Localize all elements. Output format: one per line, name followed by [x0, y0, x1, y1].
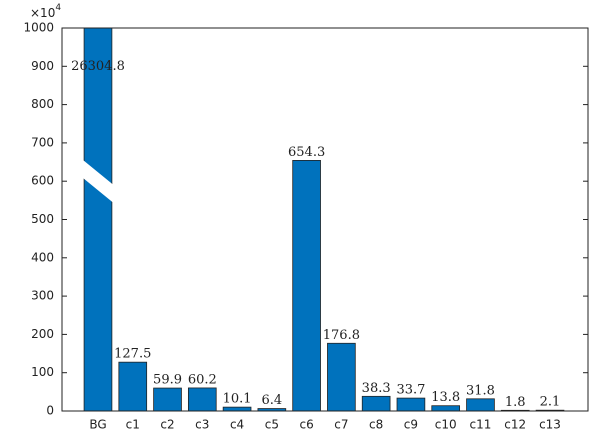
- y-tick-label: 500: [31, 212, 54, 226]
- x-tick-label: c6: [299, 418, 313, 432]
- y-tick-label: 900: [31, 59, 54, 73]
- x-tick-label: c2: [160, 418, 174, 432]
- y-tick-label: 700: [31, 135, 54, 149]
- value-label: 2.1: [540, 395, 561, 410]
- bar: [187, 387, 217, 411]
- y-tick-label: 400: [31, 250, 54, 264]
- y-tick-label: 300: [31, 289, 54, 303]
- y-tick-label: 100: [31, 365, 54, 379]
- value-label: 10.1: [223, 392, 252, 407]
- x-tick-label: c5: [265, 418, 279, 432]
- x-tick-label: c8: [369, 418, 383, 432]
- x-tick-label: BG: [89, 418, 106, 432]
- y-scale-exponent: 4: [55, 3, 61, 13]
- y-scale-base: ×104: [30, 3, 61, 20]
- bar: [153, 387, 182, 411]
- bar: [466, 398, 495, 411]
- value-label: 176.8: [323, 328, 360, 343]
- value-label: 13.8: [431, 390, 460, 405]
- x-tick-label: c1: [126, 418, 140, 432]
- y-tick-label: 200: [31, 327, 54, 341]
- bar: [292, 160, 321, 411]
- value-label: 60.2: [188, 372, 217, 387]
- x-tick-label: c4: [230, 418, 244, 432]
- y-tick-label: 1000: [23, 21, 54, 35]
- x-tick-label: c9: [404, 418, 418, 432]
- value-label: 38.3: [362, 381, 391, 396]
- y-tick-label: 800: [31, 97, 54, 111]
- value-label: 59.9: [153, 373, 182, 388]
- plot-area: [62, 28, 588, 411]
- value-label: 6.4: [261, 393, 282, 408]
- x-tick-label: c12: [504, 418, 526, 432]
- value-label: 31.8: [466, 383, 495, 398]
- value-label: 127.5: [114, 347, 151, 362]
- bar: [222, 406, 252, 411]
- x-tick-label: c10: [435, 418, 457, 432]
- value-label: 654.3: [288, 145, 325, 160]
- x-tick-label: c7: [334, 418, 348, 432]
- y-tick-label: 600: [31, 174, 54, 188]
- x-tick-label: c3: [195, 418, 209, 432]
- x-tick-label: c13: [539, 418, 561, 432]
- value-label: 26304.8: [71, 59, 125, 74]
- value-label: 1.8: [505, 395, 526, 410]
- value-label: 33.7: [396, 383, 425, 398]
- y-scale-base-text: ×10: [30, 6, 55, 20]
- axis-break: [82, 159, 114, 204]
- bar: [396, 397, 426, 411]
- x-tick-label: c11: [470, 418, 492, 432]
- bar: [361, 395, 391, 411]
- bar: [83, 28, 113, 411]
- bar: [327, 342, 356, 411]
- y-tick-label: 0: [46, 404, 54, 418]
- bar: [431, 405, 461, 411]
- bar: [118, 361, 148, 411]
- bars: [82, 28, 565, 411]
